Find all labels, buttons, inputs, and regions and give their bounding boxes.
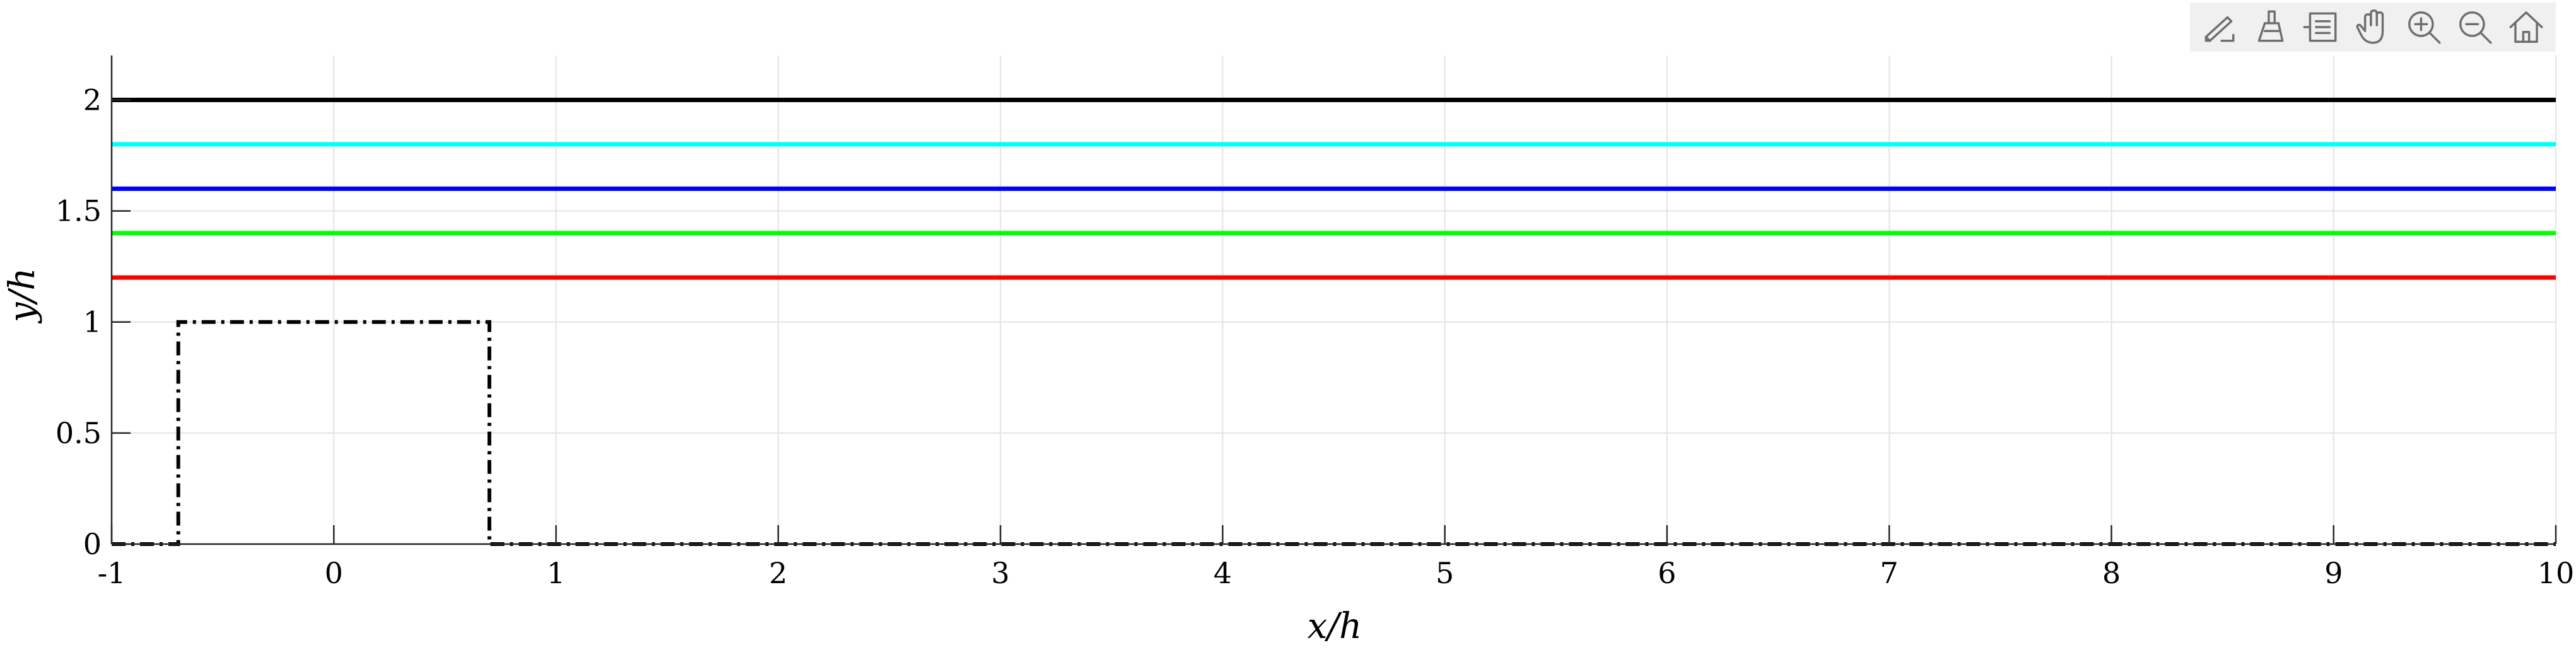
zoom-out-button[interactable] bbox=[2452, 4, 2498, 50]
y-tick-label-0: 0 bbox=[83, 527, 102, 561]
y-tick-label-1: 0.5 bbox=[56, 416, 102, 450]
y-axis-label: y/h bbox=[2, 268, 43, 325]
edit-data-tip-button[interactable] bbox=[2197, 4, 2242, 50]
zoom-out-icon bbox=[2459, 11, 2492, 44]
x-tick-label-8: 7 bbox=[1880, 556, 1899, 590]
x-tick-label-4: 3 bbox=[991, 556, 1009, 590]
zoom-in-icon bbox=[2408, 11, 2441, 44]
axes-toolbar bbox=[2190, 3, 2556, 52]
pan-hand-icon bbox=[2356, 9, 2384, 44]
x-tick-label-5: 4 bbox=[1214, 556, 1232, 590]
brush-button[interactable] bbox=[2248, 4, 2293, 50]
x-tick-label-2: 1 bbox=[547, 556, 565, 590]
y-tick-label-3: 1.5 bbox=[56, 194, 102, 228]
grid-lines bbox=[111, 55, 2556, 545]
edit-data-tip-icon bbox=[2204, 16, 2234, 42]
home-button[interactable] bbox=[2503, 4, 2549, 50]
x-tick-label-10: 9 bbox=[2324, 556, 2343, 590]
x-tick-label-1: 0 bbox=[325, 556, 343, 590]
legend-button[interactable] bbox=[2299, 4, 2345, 50]
x-tick-label-11: 10 bbox=[2538, 556, 2575, 590]
series-lines bbox=[112, 97, 2556, 546]
legend-icon bbox=[2303, 12, 2337, 42]
y-tick-label-2: 1 bbox=[83, 305, 102, 339]
x-tick-label-0: -1 bbox=[98, 556, 126, 590]
x-axis-label: x/h bbox=[1308, 606, 1362, 647]
x-tick-label-6: 5 bbox=[1436, 556, 1454, 590]
brush-icon bbox=[2257, 10, 2284, 42]
zoom-in-button[interactable] bbox=[2401, 4, 2447, 50]
y-tick-label-4: 2 bbox=[83, 83, 102, 117]
tick-marks bbox=[110, 99, 2557, 545]
x-tick-label-7: 6 bbox=[1658, 556, 1676, 590]
x-tick-label-3: 2 bbox=[769, 556, 787, 590]
pan-button[interactable] bbox=[2350, 4, 2396, 50]
x-tick-label-9: 8 bbox=[2102, 556, 2121, 590]
home-icon bbox=[2509, 11, 2543, 43]
axes bbox=[110, 55, 2556, 545]
